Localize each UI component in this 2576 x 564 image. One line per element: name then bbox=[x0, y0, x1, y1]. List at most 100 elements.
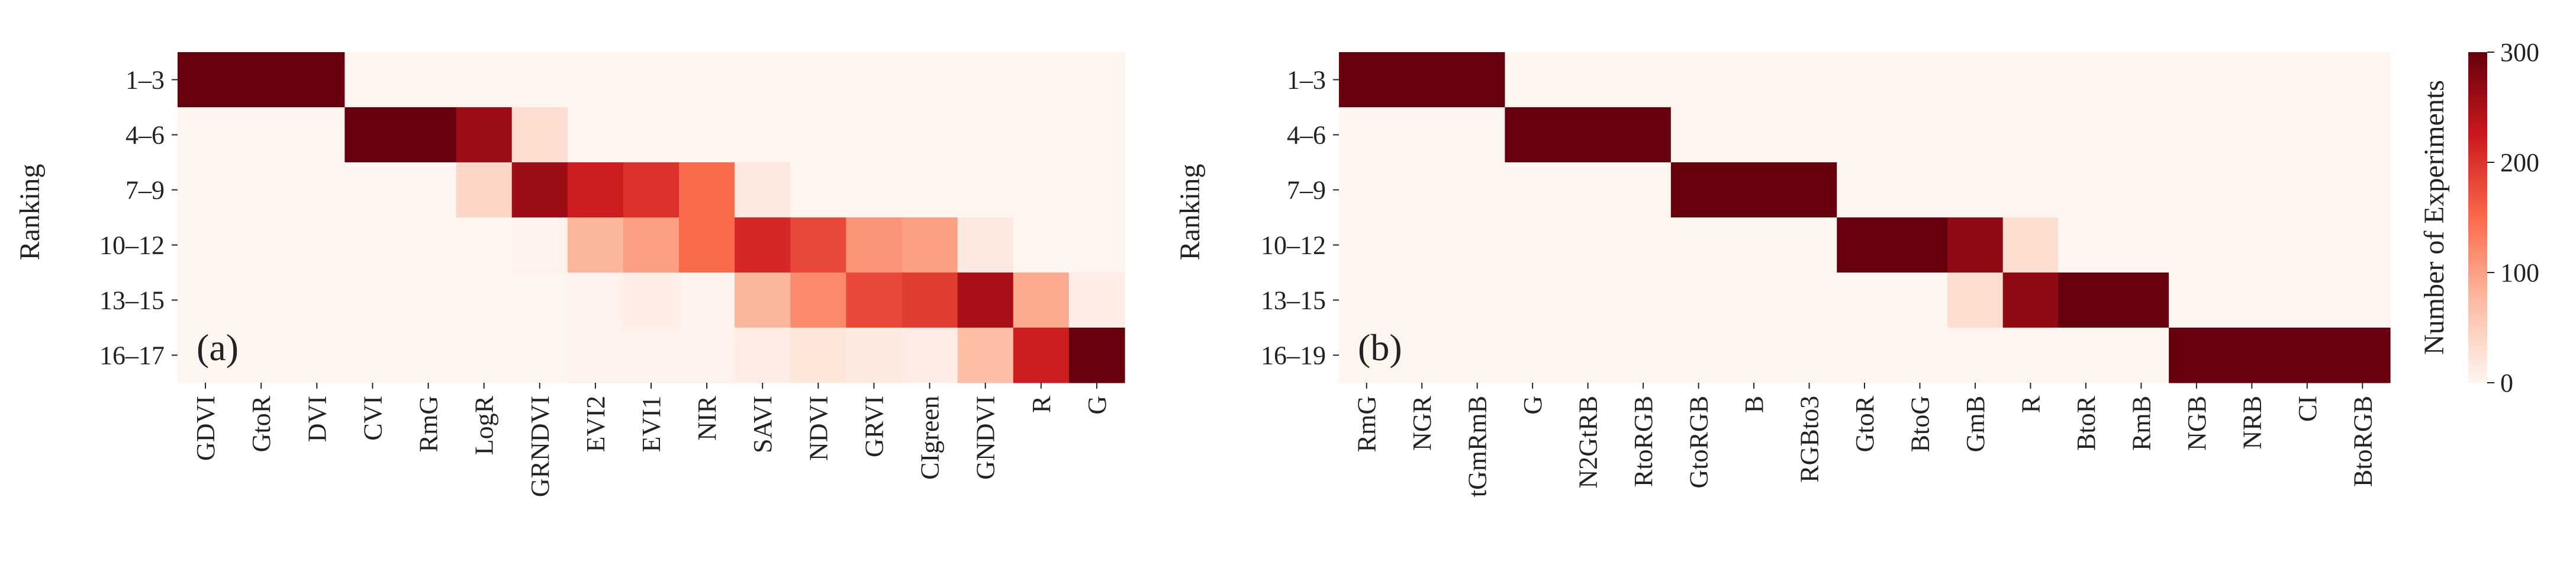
heatmap-cell bbox=[901, 273, 958, 328]
heatmap-cell bbox=[1781, 328, 1837, 383]
heatmap-cell bbox=[1837, 52, 1893, 108]
heatmap-cell bbox=[2279, 107, 2336, 163]
heatmap-cell bbox=[511, 162, 568, 218]
heatmap-cell bbox=[2334, 328, 2391, 383]
heatmap-cell bbox=[233, 107, 289, 163]
row-tick-label: 1–3 bbox=[1287, 66, 1326, 95]
heatmap-cell bbox=[957, 217, 1014, 273]
heatmap-cell bbox=[2002, 52, 2059, 108]
heatmap-cell bbox=[1615, 107, 1672, 163]
row-tick-label: 16–19 bbox=[1261, 341, 1326, 370]
heatmap-cell bbox=[2224, 107, 2280, 163]
column-tick-label: RGBto3 bbox=[1795, 396, 1824, 483]
heatmap-cell bbox=[2113, 52, 2169, 108]
colorbar-tick-label: 100 bbox=[2500, 258, 2539, 287]
heatmap-cell bbox=[2002, 273, 2059, 328]
heatmap-cell bbox=[456, 107, 513, 163]
column-tick-label: GRNDVI bbox=[526, 396, 555, 497]
column-tick-label: N2GtRB bbox=[1574, 396, 1603, 488]
heatmap-cell bbox=[679, 217, 735, 273]
column-tick-label: GNDVI bbox=[971, 396, 1000, 480]
heatmap-cell bbox=[400, 217, 457, 273]
heatmap-cell bbox=[1560, 52, 1616, 108]
heatmap-cell bbox=[511, 217, 568, 273]
heatmap-cell bbox=[1505, 52, 1561, 108]
column-tick-label: NIR bbox=[693, 395, 722, 440]
y-axis-label-b: Ranking bbox=[1174, 164, 1206, 261]
row-tick-label: 7–9 bbox=[1287, 176, 1326, 205]
heatmap-cell bbox=[846, 217, 903, 273]
heatmap-cell bbox=[1892, 328, 1948, 383]
heatmap-cell bbox=[344, 52, 401, 108]
column-tick-label: BtoR bbox=[2072, 395, 2101, 451]
column-tick-label: G bbox=[1083, 396, 1112, 415]
heatmap-cell bbox=[1892, 162, 1948, 218]
heatmap-cell bbox=[957, 52, 1014, 108]
heatmap-cell bbox=[901, 52, 958, 108]
heatmap-cell bbox=[2002, 328, 2059, 383]
heatmap-cell bbox=[456, 328, 513, 383]
heatmap-cell bbox=[846, 162, 903, 218]
heatmap-cell bbox=[1947, 273, 2004, 328]
column-tick-label: CIgreen bbox=[916, 396, 945, 480]
heatmap-cell bbox=[2169, 52, 2225, 108]
heatmap-cell bbox=[735, 273, 791, 328]
heatmap-cell bbox=[1505, 273, 1561, 328]
heatmap-cell bbox=[1726, 107, 1782, 163]
heatmap-cell bbox=[1837, 273, 1893, 328]
heatmap-cell bbox=[2279, 328, 2336, 383]
heatmap-cell bbox=[623, 328, 680, 383]
heatmap-cell bbox=[735, 328, 791, 383]
column-tick-label: SAVI bbox=[748, 396, 777, 453]
heatmap-cell bbox=[1781, 217, 1837, 273]
heatmap-cell bbox=[1068, 328, 1125, 383]
heatmap-cell bbox=[2002, 107, 2059, 163]
colorbar: 0 100 200 300 bbox=[2468, 38, 2539, 398]
column-tick-label: G bbox=[1518, 396, 1547, 415]
heatmap-cell bbox=[289, 162, 345, 218]
column-tick-label: NGB bbox=[2182, 396, 2211, 451]
column-tick-label: tGmRmB bbox=[1463, 396, 1492, 497]
heatmap-cell bbox=[456, 273, 513, 328]
heatmap-cell bbox=[2169, 162, 2225, 218]
heatmap-cell bbox=[456, 217, 513, 273]
heatmap-cell bbox=[1892, 217, 1948, 273]
heatmap-cell bbox=[1339, 162, 1395, 218]
heatmap-cell bbox=[1781, 273, 1837, 328]
heatmap-cell bbox=[2224, 273, 2280, 328]
heatmap-cell bbox=[400, 273, 457, 328]
heatmap-cell bbox=[511, 328, 568, 383]
heatmap-cell bbox=[623, 162, 680, 218]
heatmap-cell bbox=[1615, 217, 1672, 273]
column-tick-label: RmG bbox=[414, 396, 443, 452]
heatmap-cell bbox=[901, 107, 958, 163]
heatmap-cell bbox=[233, 273, 289, 328]
heatmap-cell bbox=[1670, 162, 1727, 218]
heatmap-cell bbox=[1560, 328, 1616, 383]
heatmap-cell bbox=[1670, 273, 1727, 328]
column-tick-label: GDVI bbox=[191, 396, 220, 461]
heatmap-cell bbox=[511, 52, 568, 108]
heatmap-cell bbox=[735, 52, 791, 108]
column-tick-label: RmB bbox=[2127, 396, 2156, 451]
heatmap-cell bbox=[567, 273, 624, 328]
heatmap-cell bbox=[400, 328, 457, 383]
heatmap-cell bbox=[1013, 162, 1070, 218]
heatmap-cell bbox=[1947, 217, 2004, 273]
heatmap-cell bbox=[1670, 107, 1727, 163]
heatmap-cell bbox=[1449, 52, 1506, 108]
heatmap-cell bbox=[289, 328, 345, 383]
heatmap-cell bbox=[679, 52, 735, 108]
row-tick-label: 4–6 bbox=[1287, 121, 1326, 150]
heatmap-cell bbox=[2113, 217, 2169, 273]
heatmap-cell bbox=[1505, 328, 1561, 383]
heatmap-cell bbox=[1615, 162, 1672, 218]
column-tick-label: LogR bbox=[470, 395, 499, 455]
heatmap-cell bbox=[2224, 217, 2280, 273]
heatmap-cell bbox=[289, 273, 345, 328]
heatmap-cell bbox=[1726, 328, 1782, 383]
heatmap-cell bbox=[344, 217, 401, 273]
column-tick-label: GtoR bbox=[1850, 395, 1879, 452]
heatmap-cell bbox=[567, 52, 624, 108]
column-tick-label: R bbox=[2016, 395, 2045, 413]
